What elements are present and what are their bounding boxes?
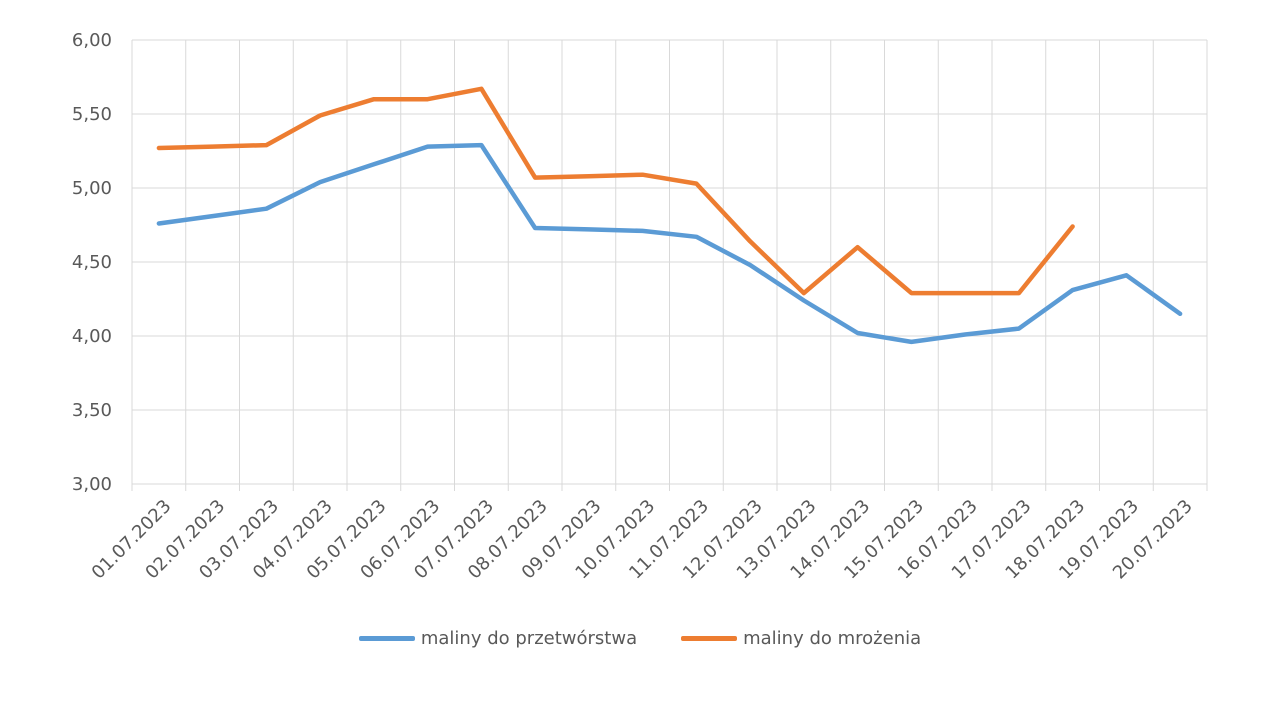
y-tick-label: 5,00 — [72, 178, 112, 199]
y-axis: 3,00 3,50 4,00 4,50 5,00 5,50 6,00 — [72, 30, 112, 495]
y-tick-label: 5,50 — [72, 104, 112, 125]
legend-label-freezing: maliny do mrożenia — [743, 628, 922, 649]
legend-item-processing: maliny do przetwórstwa — [358, 628, 638, 649]
y-tick-label: 4,50 — [72, 252, 112, 273]
series-line-1 — [156, 86, 1075, 296]
series-lines — [156, 86, 1183, 345]
x-axis: 01.07.202302.07.202303.07.202304.07.2023… — [88, 496, 1197, 584]
legend-swatch-freezing — [681, 636, 738, 641]
series-line-0 — [156, 142, 1183, 345]
legend: maliny do przetwórstwa maliny do mrożeni… — [0, 628, 1280, 649]
legend-label-processing: maliny do przetwórstwa — [420, 628, 638, 649]
y-tick-label: 4,00 — [72, 326, 112, 347]
y-tick-label: 3,50 — [72, 400, 112, 421]
y-tick-label: 6,00 — [72, 30, 112, 51]
legend-item-freezing: maliny do mrożenia — [681, 628, 921, 649]
y-tick-label: 3,00 — [72, 474, 112, 495]
legend-swatch-processing — [358, 636, 415, 641]
gridlines — [131, 39, 1208, 491]
